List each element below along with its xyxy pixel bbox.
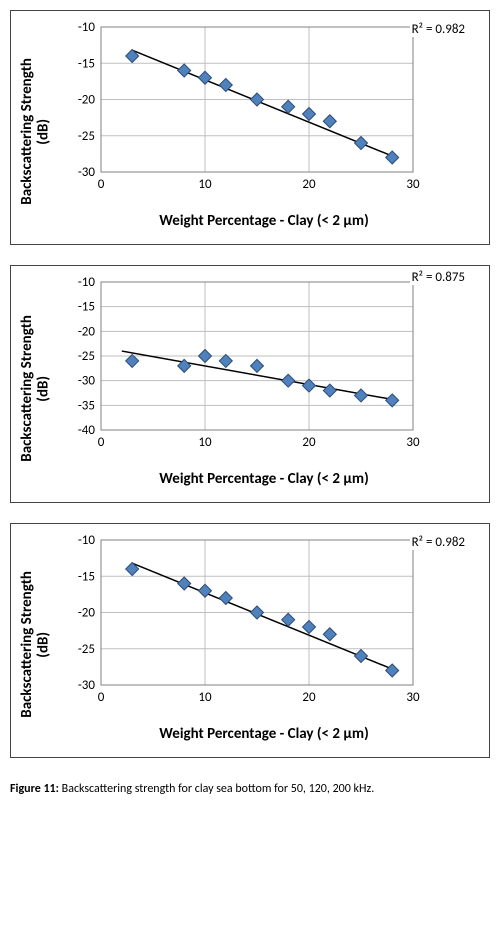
data-marker [199,350,212,363]
y-tick-label: -20 [78,93,96,108]
y-tick-label: -25 [78,642,95,657]
y-tick-label: -30 [78,678,96,693]
r-squared-label: R² = 0.875 [410,271,467,285]
data-marker [323,384,336,397]
x-tick-label: 30 [406,177,420,192]
y-tick-label: -10 [78,275,96,290]
caption-text: Backscattering strength for clay sea bot… [59,782,374,796]
r-squared-label: R² = 0.982 [410,536,467,550]
plot-svg: -30 -25 -20 -15 -10 0 10 20 30 [49,532,429,707]
trendline [122,351,392,399]
data-marker [355,389,368,402]
chart-panel-1: R² = 0.875Backscattering Strength(dB)-40… [10,265,490,503]
data-marker [386,664,399,677]
figure-caption: Figure 11: Backscattering strength for c… [10,778,490,796]
y-axis-label: Backscattering Strength(dB) [19,58,52,205]
data-marker [282,374,295,387]
data-marker [178,577,191,590]
x-tick-label: 20 [302,690,316,705]
data-marker [251,359,264,372]
y-tick-label: -15 [78,569,95,584]
x-tick-label: 10 [198,690,212,705]
y-tick-label: -10 [78,20,96,35]
data-marker [386,151,399,164]
trendline [132,50,392,156]
y-tick-label: -30 [78,374,96,389]
data-marker [355,650,368,663]
x-tick-label: 30 [406,435,420,450]
y-tick-label: -25 [78,349,95,364]
r-squared-label: R² = 0.982 [410,23,467,37]
data-marker [303,108,316,121]
data-marker [355,137,368,150]
y-axis-label: Backscattering Strength(dB) [19,315,52,462]
trendline [132,563,392,669]
x-tick-label: 10 [198,435,212,450]
data-marker [251,93,264,106]
y-tick-label: -40 [78,423,96,438]
caption-bold: Figure 11: [10,782,59,796]
x-tick-label: 30 [406,690,420,705]
data-marker [323,115,336,128]
x-axis-label: Weight Percentage - Clay (< 2 µm) [49,194,479,244]
y-tick-label: -30 [78,165,96,180]
y-tick-label: -25 [78,129,95,144]
x-tick-label: 10 [198,177,212,192]
x-tick-label: 0 [98,435,105,450]
data-marker [251,606,264,619]
x-tick-label: 0 [98,690,105,705]
x-tick-label: 0 [98,177,105,192]
data-marker [303,621,316,634]
x-tick-label: 20 [302,177,316,192]
y-tick-label: -35 [78,398,95,413]
x-tick-label: 20 [302,435,316,450]
x-axis-label: Weight Percentage - Clay (< 2 µm) [49,707,479,757]
data-marker [178,64,191,77]
y-tick-label: -20 [78,324,96,339]
chart-panel-0: R² = 0.982Backscattering Strength(dB)-30… [10,10,490,245]
x-axis-label: Weight Percentage - Clay (< 2 µm) [49,452,479,502]
plot-svg: -40 -35 -30 -25 -20 -15 -10 0 10 20 30 [49,274,429,452]
y-axis-label: Backscattering Strength(dB) [19,571,52,718]
y-tick-label: -10 [78,533,96,548]
chart-panel-2: R² = 0.982Backscattering Strength(dB)-30… [10,523,490,758]
y-tick-label: -20 [78,606,96,621]
y-tick-label: -15 [78,56,95,71]
y-tick-label: -15 [78,300,95,315]
data-marker [323,628,336,641]
plot-svg: -30 -25 -20 -15 -10 0 10 20 30 [49,19,429,194]
